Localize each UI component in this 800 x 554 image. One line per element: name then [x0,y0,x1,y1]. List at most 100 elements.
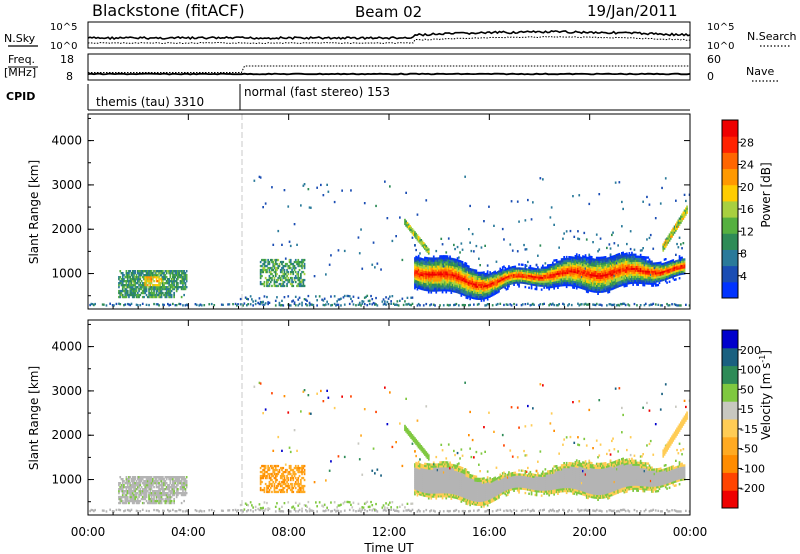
power-cell [584,302,587,305]
power-cell [459,251,461,254]
power-cell [289,244,292,248]
power-cell [437,289,440,292]
power-cell [410,226,412,229]
power-cell [651,280,653,283]
power-cell [599,280,602,283]
power-cell [580,266,583,270]
power-cell [168,291,170,295]
power-cell [289,276,292,280]
velocity-cell [118,490,120,493]
power-cell [430,273,433,276]
power-cell [456,281,459,284]
power-cell [573,278,576,281]
power-cell [634,253,637,256]
power-cell [154,274,157,277]
power-cell [619,260,622,263]
power-cell [442,263,445,266]
power-cell [169,287,172,291]
power-cell [133,274,135,277]
power-cell [455,272,458,276]
power-cell [609,266,612,269]
power-cell [560,264,563,267]
power-cell [533,281,535,284]
power-cell [264,276,267,280]
power-cell [547,272,549,275]
power-cell [628,272,631,275]
power-cell [471,284,474,287]
power-cell [262,262,264,266]
power-cell [185,286,188,289]
power-cell [184,304,187,307]
power-cell [302,282,305,286]
power-cell [579,266,582,269]
power-cell [680,219,682,222]
power-cell [656,280,658,283]
power-cell [485,304,488,307]
power-cell [622,273,624,276]
power-cell [269,280,272,284]
power-cell [642,274,644,277]
power-cell [427,289,430,292]
power-cell [426,250,429,253]
power-cell [644,280,647,283]
power-cell [417,258,420,262]
power-cell [590,283,593,287]
power-cell [149,287,152,291]
power-cell [609,280,612,283]
power-cell [686,209,688,212]
velocity-cell [130,478,133,481]
power-cell [575,273,578,276]
power-cell [622,271,624,274]
power-cell [681,219,683,222]
power-cell [155,289,158,293]
power-cell [572,276,574,279]
power-cell [292,272,295,276]
velocity-cell [150,488,153,491]
velocity-cell [134,482,137,485]
power-cell [514,281,517,284]
power-cell [440,237,443,240]
power-cell [274,299,277,302]
power-cell [637,255,639,258]
power-cell [513,273,515,276]
velocity-cell [148,509,150,513]
power-cell [532,267,534,270]
power-cell [603,278,606,281]
power-cell [485,274,488,277]
colorbar-tick-label: 4 [740,270,747,283]
power-cell [273,266,276,270]
power-cell [170,282,173,285]
power-cell [569,229,572,233]
power-cell [544,262,547,265]
power-cell [153,274,155,277]
power-cell [136,272,139,275]
power-cell [584,280,587,283]
power-cell [417,254,420,258]
power-cell [553,259,555,262]
power-cell [603,270,606,273]
power-cell [301,258,303,262]
power-cell [648,203,651,206]
power-cell [468,281,470,284]
power-cell [594,276,597,279]
power-cell [158,284,160,287]
power-cell [510,276,513,279]
power-cell [676,225,678,228]
power-cell [634,275,637,278]
power-cell [644,272,647,275]
power-cell [553,265,555,268]
power-cell [474,271,476,274]
power-cell [466,295,469,298]
power-cell [575,267,578,270]
power-cell [277,276,280,280]
velocity-cell [155,476,158,479]
power-cell [429,285,431,288]
power-cell [453,278,455,281]
power-cell [639,275,642,279]
power-cell [121,287,124,291]
power-cell [580,274,583,278]
power-cell [281,260,283,264]
power-cell [547,276,549,279]
power-cell [125,293,128,297]
velocity-cell [136,497,139,501]
